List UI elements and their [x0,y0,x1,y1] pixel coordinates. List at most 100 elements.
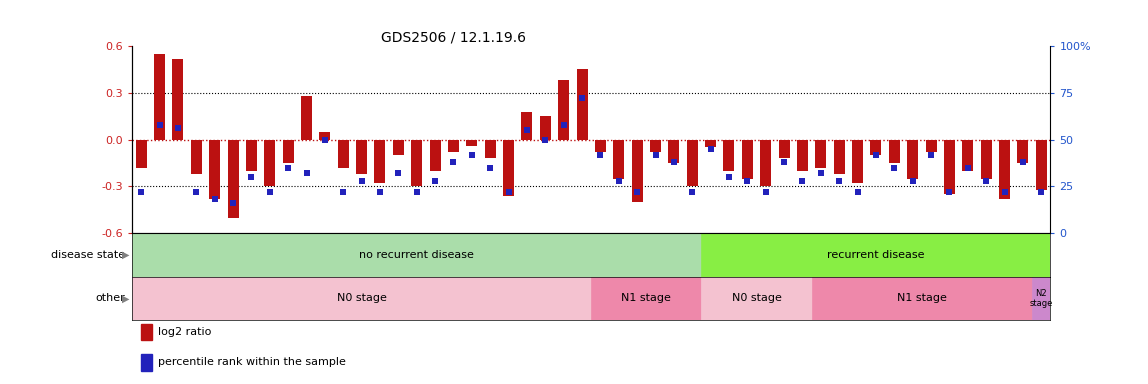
Text: percentile rank within the sample: percentile rank within the sample [157,357,346,367]
Point [830,178,848,184]
Point [261,189,279,195]
Bar [742,140,753,179]
Bar [701,276,812,320]
Point [334,189,352,195]
Bar [558,80,569,140]
Bar [191,140,202,174]
Point [573,95,591,101]
Text: GDS2506 / 12.1.19.6: GDS2506 / 12.1.19.6 [381,30,526,44]
Bar [962,140,974,171]
Bar [815,140,827,168]
Point [463,152,481,158]
Point [205,197,224,203]
Bar [319,132,331,140]
Point [665,159,683,165]
Bar [521,112,533,140]
Bar [1032,276,1050,320]
Bar [870,140,882,155]
Bar [925,140,937,152]
Point [352,178,371,184]
Text: no recurrent disease: no recurrent disease [359,250,474,260]
Bar [448,140,459,152]
Point [738,178,757,184]
Bar [141,324,153,341]
Bar [484,140,496,158]
Bar [429,140,441,171]
Bar [172,58,184,140]
Bar [852,140,863,183]
Text: other: other [95,293,125,303]
Bar [687,140,698,186]
Bar [595,140,606,152]
Bar [760,140,771,186]
Bar [503,140,514,196]
Text: N1 stage: N1 stage [897,293,947,303]
Bar [301,96,312,140]
Bar [209,140,220,199]
Point [187,189,205,195]
Point [297,170,316,176]
Point [959,165,977,171]
Bar [282,140,294,163]
Bar [650,140,661,152]
Bar [246,140,257,171]
Point [977,178,995,184]
Point [408,189,426,195]
Point [499,189,518,195]
Point [848,189,867,195]
Bar [264,140,276,186]
Point [867,152,885,158]
Bar [132,233,701,276]
Text: N0 stage: N0 stage [336,293,387,303]
Text: ▶: ▶ [122,250,130,260]
Bar [141,354,153,371]
Point [628,189,646,195]
Text: N2
stage: N2 stage [1030,289,1053,308]
Point [554,122,573,128]
Text: ▶: ▶ [122,293,130,303]
Text: N0 stage: N0 stage [731,293,782,303]
Bar [591,276,701,320]
Bar [833,140,845,174]
Point [316,137,334,143]
Bar [411,140,422,186]
Bar [466,140,478,146]
Point [1032,189,1050,195]
Bar [576,70,588,140]
Bar [631,140,643,202]
Point [371,189,389,195]
Point [646,152,665,158]
Point [720,174,738,180]
Point [922,152,940,158]
Bar [1017,140,1029,163]
Bar [540,116,551,140]
Point [426,178,444,184]
Point [132,189,150,195]
Point [812,170,830,176]
Text: disease state: disease state [51,250,125,260]
Point [757,189,775,195]
Bar [797,140,808,171]
Point [940,189,959,195]
Bar [705,140,716,147]
Point [793,178,812,184]
Point [150,122,169,128]
Bar [1035,140,1047,190]
Point [995,189,1014,195]
Point [683,189,701,195]
Bar [132,276,591,320]
Point [775,159,793,165]
Point [591,152,610,158]
Bar [907,140,918,179]
Bar [812,276,1032,320]
Point [224,200,242,206]
Point [169,125,187,131]
Bar [778,140,790,158]
Point [444,159,463,165]
Text: log2 ratio: log2 ratio [157,327,211,337]
Bar [668,140,680,163]
Bar [227,140,239,218]
Bar [999,140,1010,199]
Bar [980,140,992,179]
Bar [723,140,735,171]
